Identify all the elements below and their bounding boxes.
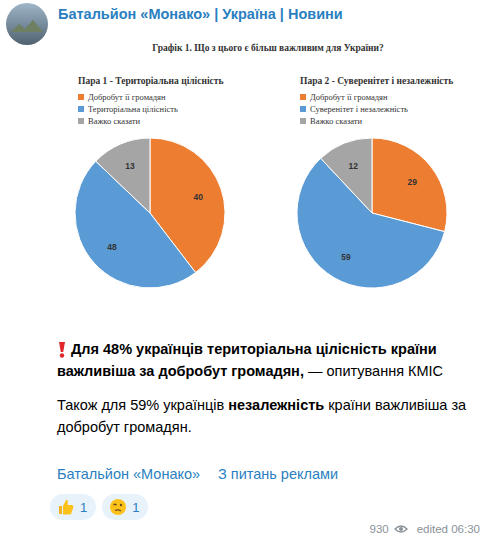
data-label: 40	[194, 192, 204, 202]
reaction[interactable]: 1	[50, 494, 96, 520]
legend-label: Суверенітет і незалежність	[310, 104, 408, 114]
legend-label: Важко сказати	[310, 116, 363, 126]
figure-title: Графік 1. Що з цього є більш важливим дл…	[152, 43, 384, 53]
data-label: 29	[408, 177, 418, 187]
legend-label: Добробут її громадян	[88, 92, 166, 102]
eye	[120, 504, 122, 506]
views-icon	[394, 524, 408, 534]
legend-swatch	[300, 106, 306, 112]
legend-swatch	[300, 118, 306, 124]
chart-image: Графік 1. Що з цього є більш важливим дл…	[0, 0, 488, 322]
pie	[297, 138, 447, 288]
edited-time: edited 06:30	[417, 523, 480, 535]
legend-label: Добробут її громадян	[310, 92, 388, 102]
pie-slice	[96, 138, 150, 213]
mouth	[115, 510, 121, 511]
footer-link[interactable]: Батальйон «Монако»	[57, 466, 200, 482]
footer-link[interactable]: З питань реклами	[218, 466, 338, 482]
text: — опитування КМІС	[304, 363, 443, 379]
reaction-count: 1	[132, 500, 139, 515]
thumbs-up-icon	[57, 498, 75, 516]
text: Також для 59% українців	[57, 397, 228, 413]
reaction[interactable]: 1	[102, 494, 148, 520]
channel-name: Батальйон «Монако» | Україна | Новини	[58, 6, 343, 22]
legend-label: Важко сказати	[88, 116, 141, 126]
avatar-shape	[11, 20, 43, 32]
paragraph: Для 48% українців територіальна цілісніс…	[57, 338, 481, 382]
paragraph: Також для 59% українців незалежність кра…	[57, 394, 481, 438]
avatar-circle	[6, 3, 48, 45]
panel-title: Пара 2 - Суверенітет і незалежність	[300, 76, 453, 86]
exclamation-icon	[57, 342, 67, 358]
thumb-cuff	[59, 506, 62, 514]
face-icon	[109, 498, 127, 516]
exclamation-dot	[60, 353, 64, 357]
data-label: 13	[125, 161, 135, 171]
panel-title: Пара 1 - Територіальна цілісність	[78, 76, 223, 86]
legend-label: Територіальна цілісність	[88, 104, 178, 114]
legend-swatch	[300, 94, 306, 100]
avatar	[5, 2, 49, 46]
data-label: 59	[341, 252, 351, 262]
data-label: 48	[107, 242, 117, 252]
reactions: 11	[50, 494, 148, 520]
chart-background	[48, 32, 484, 322]
thumb	[63, 500, 73, 515]
reaction-count: 1	[80, 500, 87, 515]
eye-pupil	[399, 527, 403, 531]
exclamation-bar	[59, 342, 65, 352]
eye-outline	[395, 526, 407, 532]
post-meta: 930 edited 06:30	[370, 523, 481, 535]
bold-text: незалежність	[228, 397, 324, 413]
legend-swatch	[78, 118, 84, 124]
legend-swatch	[78, 106, 84, 112]
views: 930	[370, 523, 389, 535]
face	[110, 499, 126, 515]
pie-slice	[321, 138, 372, 213]
pie	[75, 138, 225, 288]
data-label: 12	[348, 161, 358, 171]
eye	[114, 504, 117, 506]
post-text: Для 48% українців територіальна цілісніс…	[57, 338, 481, 450]
legend-swatch	[78, 94, 84, 100]
